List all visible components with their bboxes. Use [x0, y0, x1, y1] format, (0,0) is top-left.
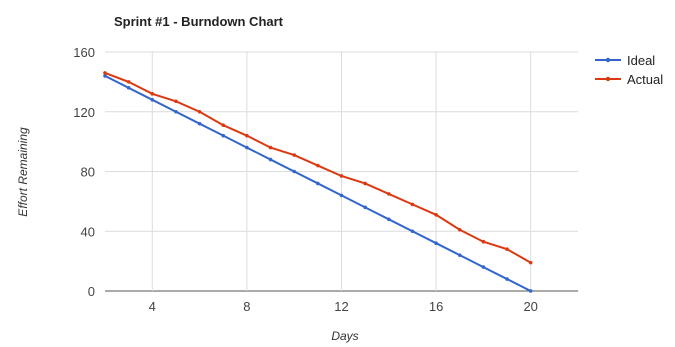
y-tick-label: 40 [81, 224, 95, 239]
data-point [387, 217, 391, 222]
data-point [268, 145, 273, 150]
y-tick-label: 80 [81, 165, 95, 180]
legend-entry: Actual [595, 72, 663, 87]
x-axis-ticks: 4 8 12 16 20 [149, 299, 538, 314]
chart-title: Sprint #1 - Burndown Chart [114, 14, 284, 29]
legend-marker [605, 57, 611, 63]
legend-label: Actual [627, 72, 663, 87]
data-point [197, 109, 202, 114]
x-tick-label: 12 [334, 299, 348, 314]
data-point [434, 241, 438, 245]
legend-marker [605, 76, 611, 82]
series-ideal [103, 74, 533, 293]
data-point [268, 157, 273, 162]
data-point [434, 213, 438, 217]
data-point [316, 163, 320, 168]
data-point [410, 229, 415, 234]
series-lines [103, 71, 533, 293]
legend-entry: Ideal [595, 53, 655, 68]
data-point [245, 145, 249, 150]
data-point [197, 121, 202, 126]
data-point [363, 205, 367, 210]
legend: Ideal Actual [595, 53, 663, 87]
data-point [292, 153, 297, 157]
data-point [245, 133, 249, 138]
data-point [457, 227, 462, 232]
grid-lines [105, 51, 578, 292]
data-point [339, 174, 344, 178]
series-line [104, 71, 532, 264]
x-axis-label: Days [331, 329, 358, 343]
data-point [126, 80, 131, 84]
data-point [410, 202, 415, 207]
x-tick-label: 8 [243, 299, 250, 314]
data-point [363, 181, 367, 186]
series-actual [103, 71, 533, 265]
data-point [174, 109, 178, 114]
data-point [221, 123, 226, 127]
data-point [481, 239, 486, 244]
data-point [339, 193, 344, 198]
data-point [292, 169, 297, 174]
data-point [316, 181, 320, 186]
data-point [528, 260, 533, 265]
y-axis-label: Effort Remaining [16, 127, 30, 217]
x-tick-label: 16 [429, 299, 443, 314]
x-tick-label: 4 [149, 299, 156, 314]
data-point [150, 92, 155, 96]
data-point [505, 247, 509, 251]
data-point [221, 133, 226, 138]
legend-label: Ideal [627, 53, 655, 68]
data-point [505, 277, 509, 281]
y-tick-label: 160 [73, 45, 95, 60]
data-point [150, 98, 155, 102]
data-point [481, 265, 486, 269]
data-point [528, 289, 533, 293]
data-point [126, 86, 131, 90]
data-point [103, 74, 107, 78]
y-tick-label: 120 [73, 105, 95, 120]
data-point [387, 192, 391, 196]
data-point [457, 253, 462, 257]
y-axis-ticks: 0 40 80 120 160 [73, 45, 95, 299]
x-tick-label: 20 [523, 299, 537, 314]
data-point [103, 71, 107, 75]
data-point [174, 99, 178, 104]
y-tick-label: 0 [88, 284, 95, 299]
